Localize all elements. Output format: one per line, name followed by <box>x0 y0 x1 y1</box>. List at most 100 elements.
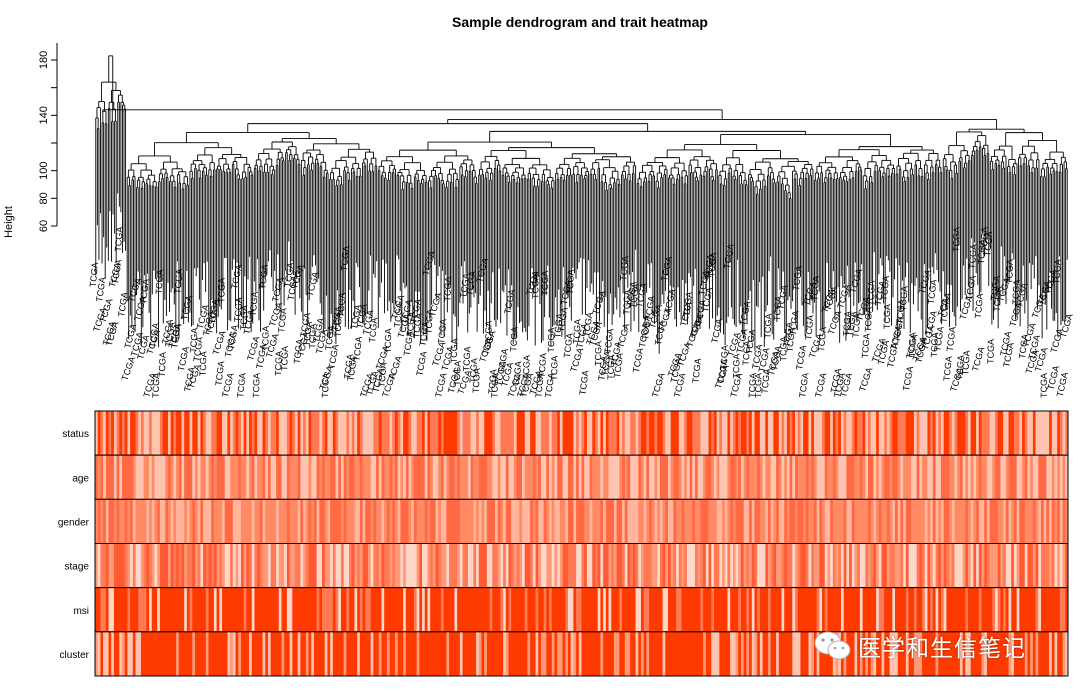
heatmap-cell <box>619 631 623 676</box>
heatmap-cell <box>208 499 212 544</box>
heatmap-cell <box>305 455 309 500</box>
heatmap-cell <box>435 455 439 500</box>
heatmap-cell <box>492 631 496 676</box>
heatmap-cell <box>411 499 415 544</box>
heatmap-cell <box>649 411 653 456</box>
heatmap-cell <box>895 455 899 500</box>
heatmap-cell <box>292 455 296 500</box>
heatmap-cell <box>303 631 307 676</box>
heatmap-cell <box>557 499 561 544</box>
heatmap-cell <box>1057 543 1061 588</box>
heatmap-cell <box>686 499 691 544</box>
heatmap-cell <box>367 543 372 588</box>
heatmap-cell <box>251 455 255 500</box>
heatmap-cell <box>732 455 736 500</box>
heatmap-cell <box>624 543 628 588</box>
heatmap-cell <box>976 411 980 456</box>
heatmap-cell <box>995 455 999 500</box>
heatmap-cell <box>440 455 445 500</box>
heatmap-cell <box>559 455 563 500</box>
heatmap-cell <box>535 455 539 500</box>
heatmap-cell <box>827 455 831 500</box>
heatmap-cell <box>151 631 155 676</box>
heatmap-cell <box>140 543 145 588</box>
heatmap-cell <box>832 411 836 456</box>
heatmap-cell <box>800 631 804 676</box>
leaf-label: TCGA <box>716 358 730 384</box>
heatmap-row-label-msi: msi <box>73 606 89 617</box>
heatmap-cell <box>95 455 99 500</box>
heatmap-cell <box>600 499 604 544</box>
heatmap-cell <box>273 543 277 588</box>
leaf-label: TCGA <box>894 299 906 325</box>
heatmap-cell <box>930 411 934 456</box>
heatmap-cell <box>724 631 728 676</box>
heatmap-cell <box>967 543 972 588</box>
heatmap-cell <box>343 543 347 588</box>
heatmap-cell <box>543 455 547 500</box>
heatmap-cell <box>565 587 569 632</box>
heatmap-cell <box>638 411 642 456</box>
heatmap-cell <box>835 455 839 500</box>
heatmap-cell <box>905 543 909 588</box>
heatmap-cell <box>616 499 620 544</box>
heatmap-cell <box>362 411 366 456</box>
heatmap-cell <box>897 411 901 456</box>
heatmap-cell <box>419 411 423 456</box>
heatmap-cell <box>643 411 647 456</box>
heatmap-cell <box>297 499 301 544</box>
heatmap-cell <box>484 411 488 456</box>
heatmap-cell <box>949 587 953 632</box>
heatmap-cell <box>651 455 655 500</box>
heatmap-cell <box>930 543 934 588</box>
heatmap-cell <box>622 455 626 500</box>
heatmap-cell <box>722 631 726 676</box>
heatmap-cell <box>570 631 574 676</box>
heatmap-cell <box>913 411 918 456</box>
heatmap-cell <box>157 455 161 500</box>
heatmap-cell <box>351 631 355 676</box>
heatmap-cell <box>376 455 380 500</box>
heatmap-cell <box>257 455 261 500</box>
heatmap-row-label-status: status <box>62 429 89 440</box>
heatmap-cell <box>965 587 969 632</box>
heatmap-cell <box>895 499 899 544</box>
heatmap-cell <box>465 631 469 676</box>
heatmap-cell <box>935 411 939 456</box>
heatmap-cell <box>462 543 466 588</box>
heatmap-cell <box>97 631 101 676</box>
leaf-label: TCGA <box>637 322 651 348</box>
heatmap-cell <box>338 499 342 544</box>
heatmap-cell <box>205 411 209 456</box>
leaf-label: TCGA <box>530 274 540 299</box>
heatmap-cell <box>892 411 896 456</box>
heatmap-cell <box>378 455 382 500</box>
heatmap-cell <box>922 499 926 544</box>
heatmap-cell <box>143 499 147 544</box>
heatmap-cell <box>1030 455 1034 500</box>
heatmap-cell <box>265 455 269 500</box>
heatmap-cell <box>900 631 904 676</box>
heatmap-cell <box>962 455 966 500</box>
heatmap-cell <box>754 631 758 676</box>
heatmap-cell <box>522 499 526 544</box>
leaf-label: TCGA <box>1051 259 1062 285</box>
heatmap-cell <box>113 455 118 500</box>
heatmap-cell <box>838 411 842 456</box>
heatmap-cell <box>970 543 974 588</box>
heatmap-cell <box>908 499 912 544</box>
y-tick-label-100: 100 <box>38 161 50 179</box>
heatmap-cell <box>713 631 718 676</box>
heatmap-cell <box>1032 543 1036 588</box>
heatmap-cell <box>286 455 290 500</box>
heatmap-cell <box>584 543 588 588</box>
heatmap-cell <box>486 543 491 588</box>
heatmap-cell <box>167 587 172 632</box>
leaf-label: TCGA <box>879 275 891 301</box>
leaf-label: TCGA <box>803 315 815 341</box>
heatmap-cell <box>895 587 899 632</box>
heatmap-cell <box>240 455 245 500</box>
heatmap-cell <box>776 455 780 500</box>
heatmap-cell <box>962 411 966 456</box>
leaf-label: TCGA <box>307 324 317 349</box>
